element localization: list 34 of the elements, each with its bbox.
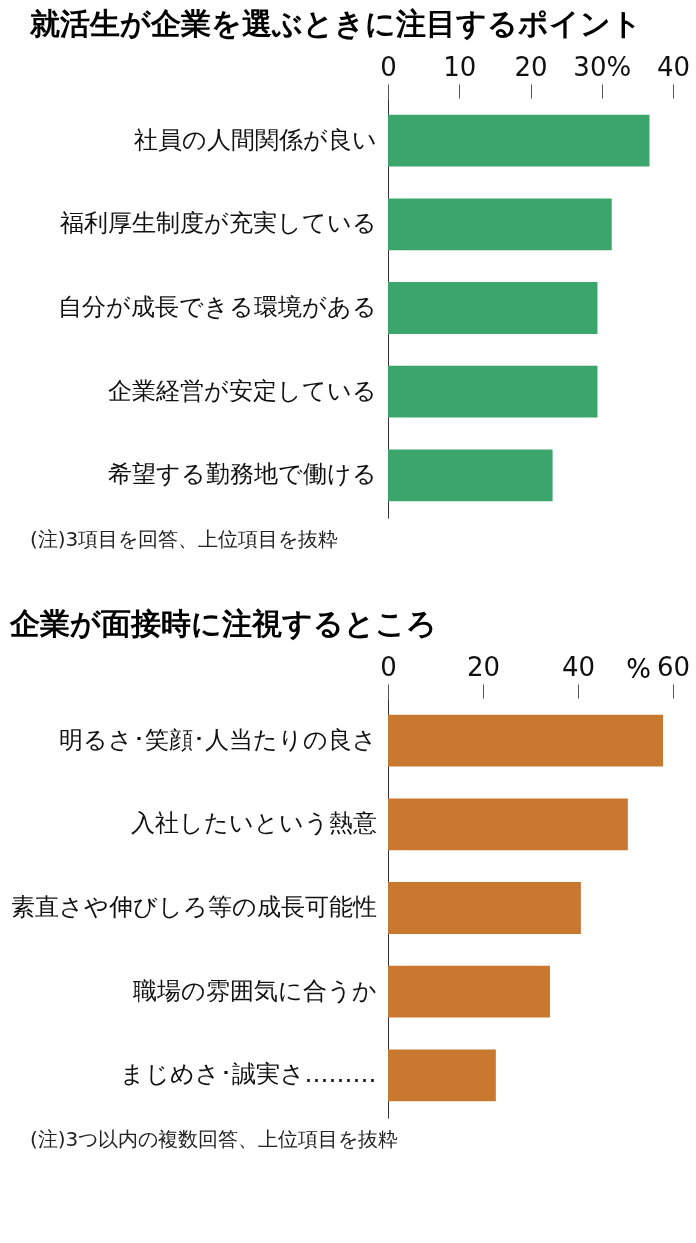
y-tick-label: 希望する勤務地で働ける [107, 460, 377, 489]
x-axis-title: % [626, 653, 651, 684]
bar [388, 114, 650, 167]
x-tick-label: 60 [656, 651, 691, 682]
bar [388, 198, 612, 251]
bar [388, 1049, 496, 1102]
y-tick-label: 明るさ･笑顔･人当たりの良さ [58, 725, 377, 754]
x-tick-label: 0 [380, 651, 397, 682]
text: (注)3項目を回答、上位項目を抜粋 [30, 527, 339, 551]
chart-title: 企業が面接時に注視するところ [9, 606, 437, 641]
x-tick-label: 40 [656, 51, 691, 82]
y-tick-label: 企業経営が安定している [107, 376, 377, 405]
y-tick-label: 自分が成長できる環境がある [57, 293, 377, 321]
bar [388, 965, 550, 1018]
y-tick-label: 福利厚生制度が充実している [59, 209, 377, 238]
bar [388, 798, 628, 851]
y-tick-label: 素直さや伸びしろ等の成長可能性 [10, 893, 377, 921]
bar [388, 882, 581, 934]
bar [388, 714, 664, 767]
text: (注)3つ以内の複数回答、上位項目を抜粋 [30, 1127, 399, 1151]
x-tick-label: 20 [514, 51, 548, 82]
y-tick-label: 職場の雰囲気に合うか [132, 976, 377, 1005]
x-tick-label: 20 [466, 651, 501, 682]
chart-title: 就活生が企業を選ぶときに注目するポイント [29, 6, 642, 41]
y-tick-label: まじめさ･誠実さ……… [119, 1060, 377, 1089]
x-tick-label: 10 [443, 51, 477, 82]
y-tick-label: 入社したいという熱意 [130, 809, 377, 838]
x-tick-label: 40 [561, 651, 596, 682]
bar [388, 282, 598, 334]
bar [388, 449, 553, 502]
bar [388, 365, 598, 418]
x-tick-label: 0 [380, 51, 397, 82]
x-tick-label: 30% [573, 51, 632, 82]
y-tick-label: 社員の人間関係が良い [133, 125, 377, 154]
